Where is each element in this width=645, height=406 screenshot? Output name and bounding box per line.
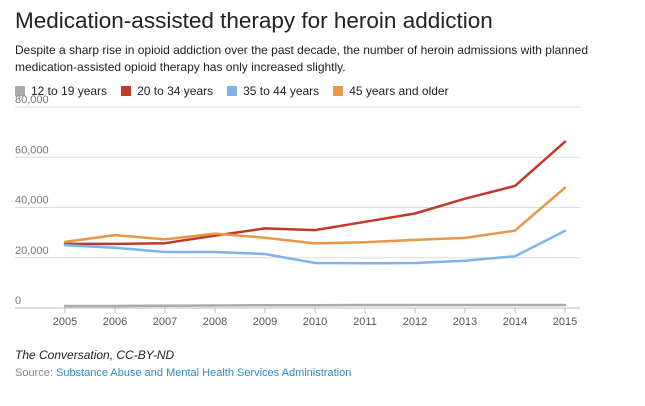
x-tick-label: 2006 <box>103 316 127 328</box>
x-tick-label: 2012 <box>403 316 427 328</box>
legend-label-12-19: 12 to 19 years <box>31 84 108 98</box>
x-tick-label: 2005 <box>53 316 77 328</box>
line-chart: 0 20,000 40,000 60,000 80,000 2005 2006 2007 200… <box>15 94 580 328</box>
x-tick-label: 2011 <box>353 316 377 328</box>
y-tick-label: 0 <box>15 295 21 307</box>
series-line-12-to-19-years <box>63 303 567 308</box>
legend-label-35-44: 35 to 44 years <box>243 84 320 98</box>
x-tick-label: 2015 <box>553 316 577 328</box>
chart-title: Medication-assisted therapy for heroin a… <box>15 8 493 33</box>
legend-label-20-34: 20 to 34 years <box>137 84 214 98</box>
x-tick-label: 2009 <box>253 316 277 328</box>
legend-swatch-45-plus <box>333 86 344 96</box>
series-line-45-years-and-older <box>63 186 567 245</box>
x-tick-label: 2014 <box>503 316 527 328</box>
legend-item-20-34: 20 to 34 years <box>121 84 213 98</box>
legend-item-12-19: 12 to 19 years <box>15 84 107 98</box>
x-tick-label: 2010 <box>303 316 327 328</box>
y-tick-label: 60,000 <box>15 144 49 156</box>
legend-swatch-12-19 <box>15 86 25 96</box>
y-tick-label: 20,000 <box>15 245 49 257</box>
chart-source: Source: Substance Abuse and Mental Healt… <box>15 367 351 379</box>
chart-credit: The Conversation, CC-BY-ND <box>15 348 175 362</box>
chart-legend: 12 to 19 years 20 to 34 years 35 to 44 y… <box>15 84 463 98</box>
legend-swatch-20-34 <box>121 86 132 96</box>
series-line-20-to-34-years <box>63 140 567 246</box>
source-label: Source: <box>15 367 53 379</box>
legend-item-35-44: 35 to 44 years <box>227 84 319 98</box>
legend-swatch-35-44 <box>227 86 238 96</box>
legend-label-45-plus: 45 years and older <box>349 84 449 98</box>
x-tick-label: 2007 <box>153 316 177 328</box>
source-link[interactable]: Substance Abuse and Mental Health Servic… <box>55 367 352 379</box>
x-tick-label: 2013 <box>453 316 477 328</box>
x-tick-label: 2008 <box>203 316 227 328</box>
chart-subtitle: Despite a sharp rise in opioid addiction… <box>15 43 589 74</box>
y-tick-label: 80,000 <box>15 94 49 106</box>
series-line-35-to-44-years <box>63 229 567 265</box>
y-tick-label: 40,000 <box>15 195 49 207</box>
legend-item-45-plus: 45 years and older <box>333 84 449 98</box>
